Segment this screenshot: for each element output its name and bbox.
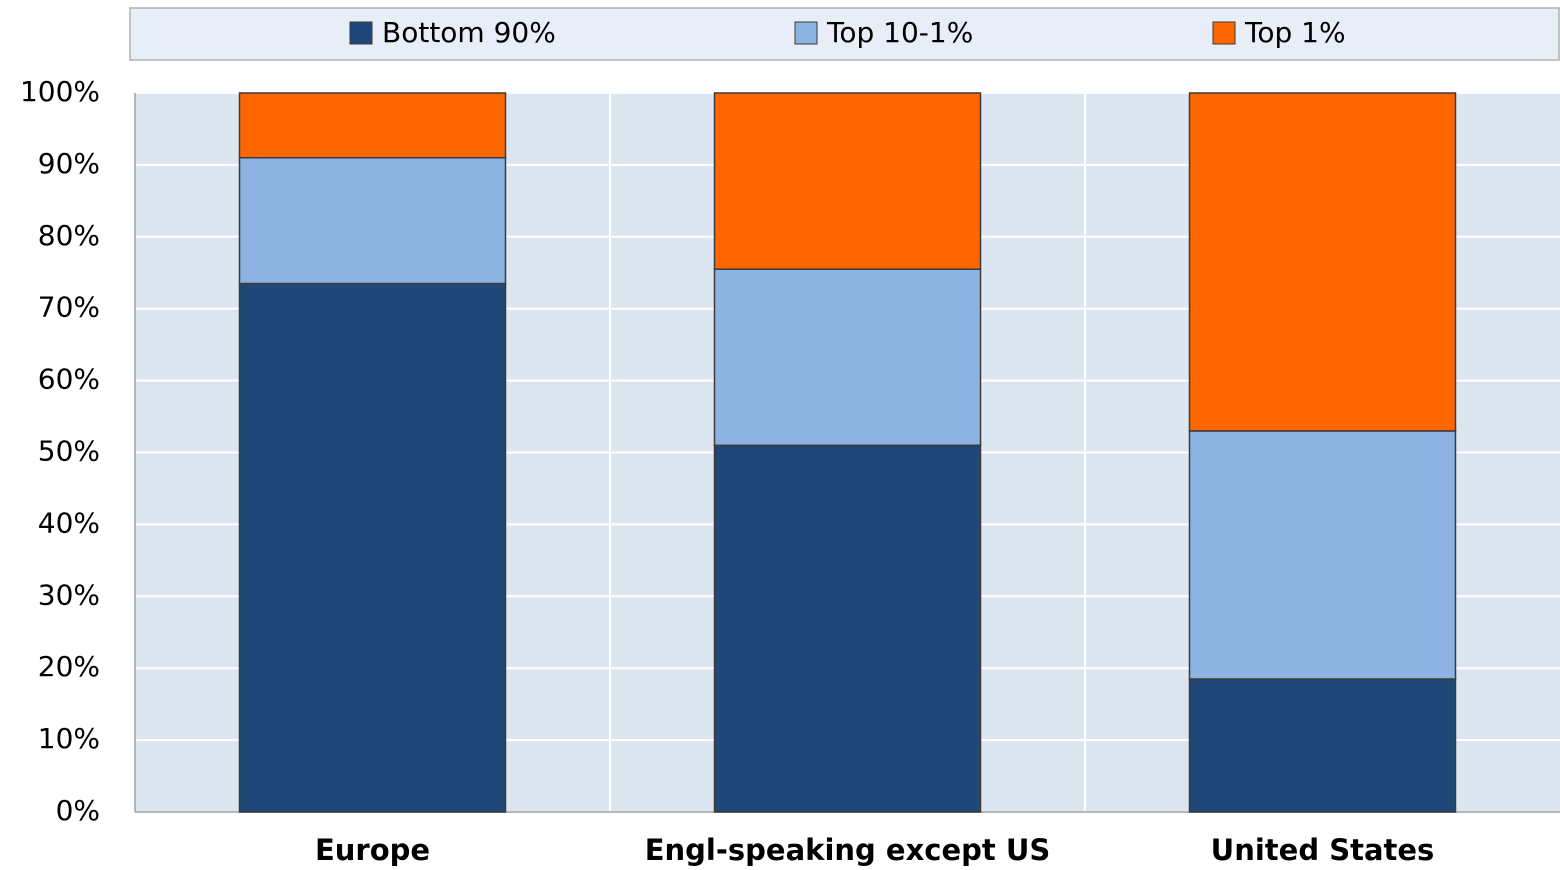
legend-swatch <box>349 21 373 45</box>
x-tick-label: Engl-speaking except US <box>645 833 1051 867</box>
y-tick-label: 20% <box>38 650 100 683</box>
bar-segment <box>238 92 507 159</box>
x-tick-label: United States <box>1211 833 1435 867</box>
x-tick-label: Europe <box>315 833 430 867</box>
bar-segment <box>713 92 982 270</box>
y-tick-label: 90% <box>38 147 100 180</box>
y-tick-label: 10% <box>38 722 100 755</box>
bar-segment <box>713 444 982 813</box>
bar-segment <box>238 282 507 813</box>
legend-swatch <box>1212 21 1236 45</box>
legend-label: Top 1% <box>1244 16 1346 49</box>
y-tick-label: 50% <box>38 435 100 468</box>
y-tick-label: 40% <box>38 506 100 539</box>
legend-swatch <box>794 21 818 45</box>
y-tick-label: 70% <box>38 291 100 324</box>
y-tick-label: 100% <box>20 75 100 108</box>
legend-label: Bottom 90% <box>382 16 556 49</box>
legend-label: Top 10-1% <box>826 16 973 49</box>
bar-segment <box>238 156 507 285</box>
bar-segment <box>1188 92 1457 432</box>
bar-segment <box>713 268 982 447</box>
bar-segment <box>1188 430 1457 680</box>
y-tick-label: 30% <box>38 578 100 611</box>
bar-segment <box>1188 678 1457 813</box>
y-tick-label: 80% <box>38 219 100 252</box>
y-tick-label: 0% <box>56 794 100 827</box>
y-tick-label: 60% <box>38 363 100 396</box>
